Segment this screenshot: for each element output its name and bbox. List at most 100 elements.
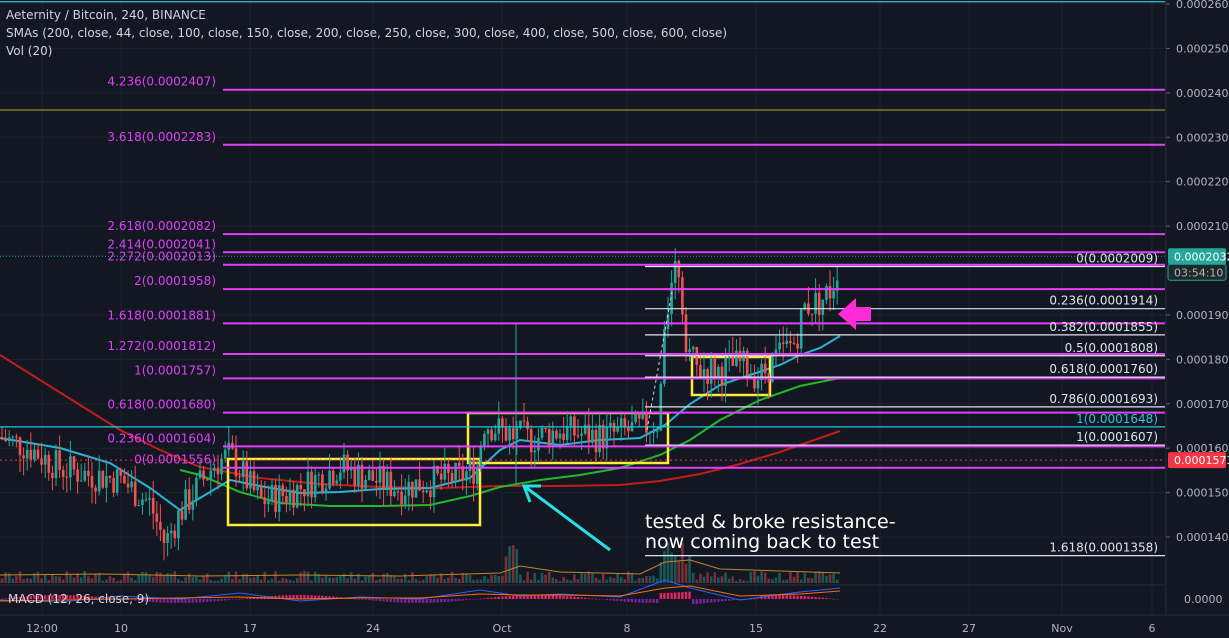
volume-bar xyxy=(303,571,306,583)
candle-body xyxy=(576,435,580,437)
macd-histogram-bar xyxy=(825,598,828,599)
candle-body xyxy=(321,474,324,492)
close-marker-tag[interactable] xyxy=(1168,452,1226,469)
candle-body xyxy=(288,489,292,503)
macd-histogram-bar xyxy=(353,598,356,600)
macd-histogram-bar xyxy=(522,595,526,599)
candle-body xyxy=(418,479,421,491)
candle-body xyxy=(562,433,565,441)
candle-body xyxy=(519,420,522,429)
countdown-tag xyxy=(1167,263,1227,281)
macd-histogram-bar xyxy=(544,595,547,599)
level-label: 4.236(0.0002407) xyxy=(107,75,216,89)
macd-histogram-bar xyxy=(756,598,760,600)
consolidation-box[interactable] xyxy=(226,457,482,527)
volume-bar xyxy=(22,579,25,583)
annotation-arrow-shaft[interactable] xyxy=(523,484,611,552)
macd-histogram-bar xyxy=(724,599,727,602)
volume-bar xyxy=(155,571,159,583)
candle-body xyxy=(580,433,583,436)
macd-histogram-bar xyxy=(490,597,493,599)
annotation-arrow-head[interactable] xyxy=(521,484,541,503)
macd-histogram-bar xyxy=(173,599,176,603)
pink-arrow-icon[interactable] xyxy=(838,298,871,330)
candle-body xyxy=(555,430,558,439)
candle-body xyxy=(101,470,105,488)
drawings[interactable]: tested & broke resistance-now coming bac… xyxy=(0,255,1165,553)
macd-histogram-bar xyxy=(65,595,68,599)
macd-histogram-bar xyxy=(612,599,616,601)
macd-histogram-bar xyxy=(634,599,637,603)
candle-body xyxy=(299,484,303,490)
macd-histogram-bar xyxy=(69,595,72,599)
macd-histogram-bar xyxy=(641,599,644,603)
candle-body xyxy=(375,480,378,483)
fib-levels[interactable]: 4.236(0.0002407) 3.618(0.0002283) 2.618(0.… xyxy=(0,0,1165,557)
macd-histogram-bar xyxy=(515,595,518,599)
macd-histogram-bar xyxy=(393,599,396,603)
macd-histogram-bar xyxy=(504,596,508,599)
dashed-trend-line[interactable] xyxy=(646,291,673,431)
current-price-tag[interactable] xyxy=(1168,248,1226,265)
macd-histogram-bar xyxy=(411,599,414,603)
volume-bar xyxy=(529,579,533,583)
macd-histogram-bar xyxy=(468,599,472,600)
macd-histogram-bar xyxy=(83,595,86,599)
macd-histogram-bar xyxy=(562,595,565,599)
macd-histogram-bar xyxy=(375,599,378,601)
volume-legend[interactable]: Vol (20) xyxy=(6,44,53,58)
candle-body xyxy=(547,429,551,447)
candle-body xyxy=(785,340,789,345)
candle-body xyxy=(51,472,54,479)
volume-bar xyxy=(162,575,166,583)
volume-bar xyxy=(220,578,223,583)
macd-histogram-bar xyxy=(170,599,173,603)
macd-histogram-bar xyxy=(29,596,32,599)
volume-bar xyxy=(119,579,123,583)
volume-bar xyxy=(159,572,162,583)
time-axis[interactable]: 12:00 10 17 24 Oct 8 15 22 27 Nov 6 xyxy=(0,614,1229,635)
candle-body xyxy=(313,475,317,498)
volume-bar xyxy=(493,574,497,583)
macd-histogram-bar xyxy=(670,592,673,599)
volume-bar xyxy=(191,577,195,583)
macd-histogram-bar xyxy=(231,599,234,600)
macd-histogram-bar xyxy=(620,599,623,602)
candle-body xyxy=(803,303,807,310)
macd-histogram-bar xyxy=(785,595,788,599)
macd-legend[interactable]: MACD (12, 26, close, 9) xyxy=(8,592,150,606)
candle-body xyxy=(673,260,677,283)
macd-signal-line xyxy=(0,585,841,602)
volume-bar xyxy=(339,575,342,583)
annotation-text-line: now coming back to test xyxy=(645,531,879,553)
candle-body xyxy=(259,486,263,498)
macd-histogram-bar xyxy=(22,596,25,599)
macd-histogram-bar xyxy=(425,599,428,603)
sma-legend[interactable]: SMAs (200, close, 44, close, 100, close,… xyxy=(6,26,728,40)
candle-body xyxy=(641,412,645,419)
macd-histogram-bar xyxy=(677,592,680,599)
volume-bar xyxy=(418,580,421,583)
candle-body xyxy=(832,290,835,299)
macd-histogram-bar xyxy=(278,595,281,599)
volume-bar xyxy=(659,561,663,583)
candle-body xyxy=(666,314,670,330)
symbol-title[interactable]: Aeternity / Bitcoin, 240, BINANCE xyxy=(6,8,206,22)
volume-bar xyxy=(4,572,7,583)
volume-bar xyxy=(745,580,749,583)
candle-body xyxy=(263,497,267,505)
candle-body xyxy=(360,464,364,489)
volume-bar xyxy=(421,579,425,583)
volume-bar xyxy=(205,573,209,583)
level-label: 2.272(0.0002013) xyxy=(107,250,216,264)
volume-bar xyxy=(637,578,641,583)
level-label: 0.786(0.0002605) xyxy=(1049,0,1158,1)
candle-body xyxy=(796,343,799,349)
candle-body xyxy=(645,412,648,433)
volume-bar xyxy=(357,573,360,583)
candle-body xyxy=(65,476,69,478)
macd-histogram-bar xyxy=(134,599,137,601)
